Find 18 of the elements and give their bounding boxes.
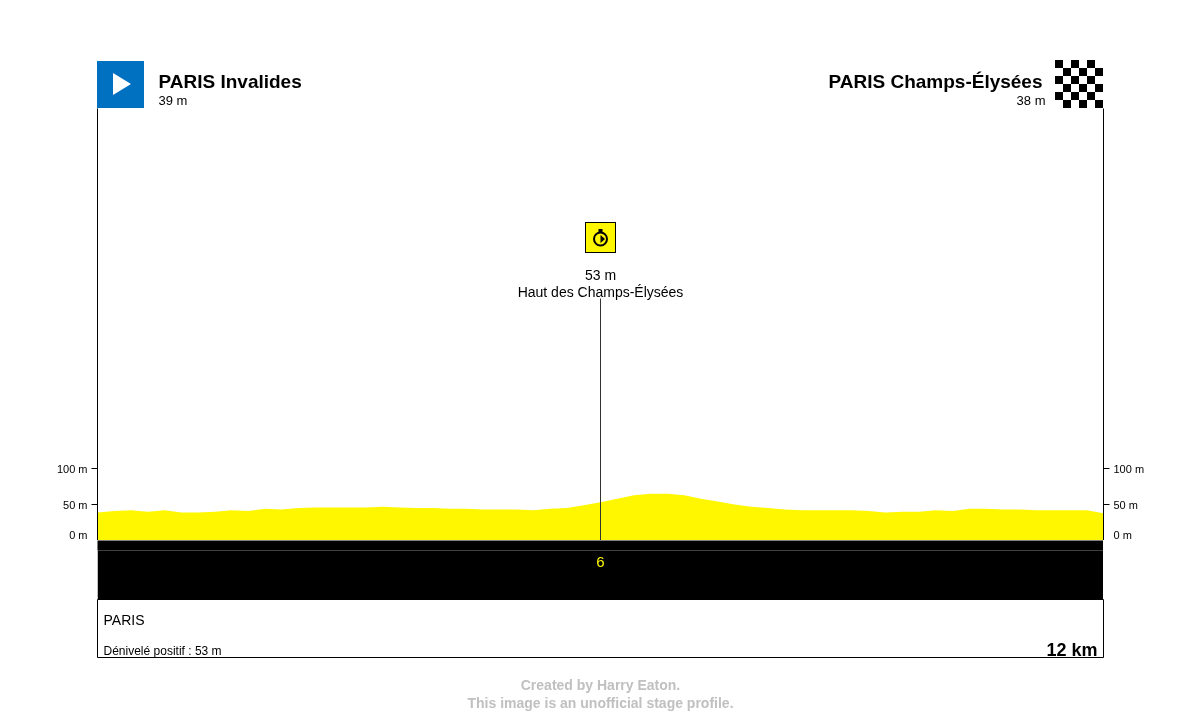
y-tick-label: 100 m bbox=[56, 462, 88, 475]
text: 39 m bbox=[158, 93, 188, 108]
y-tick-label: 0 m bbox=[69, 528, 88, 541]
text: PARIS bbox=[103, 611, 145, 628]
text: Created by Harry Eaton. bbox=[520, 676, 681, 693]
text: PARIS Champs-Élysées bbox=[828, 71, 1043, 92]
text: 38 m bbox=[1016, 93, 1046, 108]
y2-tick-label: 0 m bbox=[1113, 528, 1132, 541]
y-tick-label: 50 m bbox=[63, 498, 88, 511]
text: Dénivelé positif : 53 m bbox=[103, 643, 222, 658]
x-tick-label: 6 bbox=[596, 552, 605, 570]
y2-tick-label: 100 m bbox=[1113, 462, 1145, 475]
text: 12 km bbox=[1046, 639, 1098, 660]
text: PARIS Invalides bbox=[158, 71, 302, 92]
text: This image is an unofficial stage profile. bbox=[467, 694, 734, 711]
ref-line-label: Haut des Champs-Élysées bbox=[517, 283, 684, 300]
y2-tick-label: 50 m bbox=[1113, 498, 1138, 511]
annotation: 53 m bbox=[584, 266, 617, 283]
